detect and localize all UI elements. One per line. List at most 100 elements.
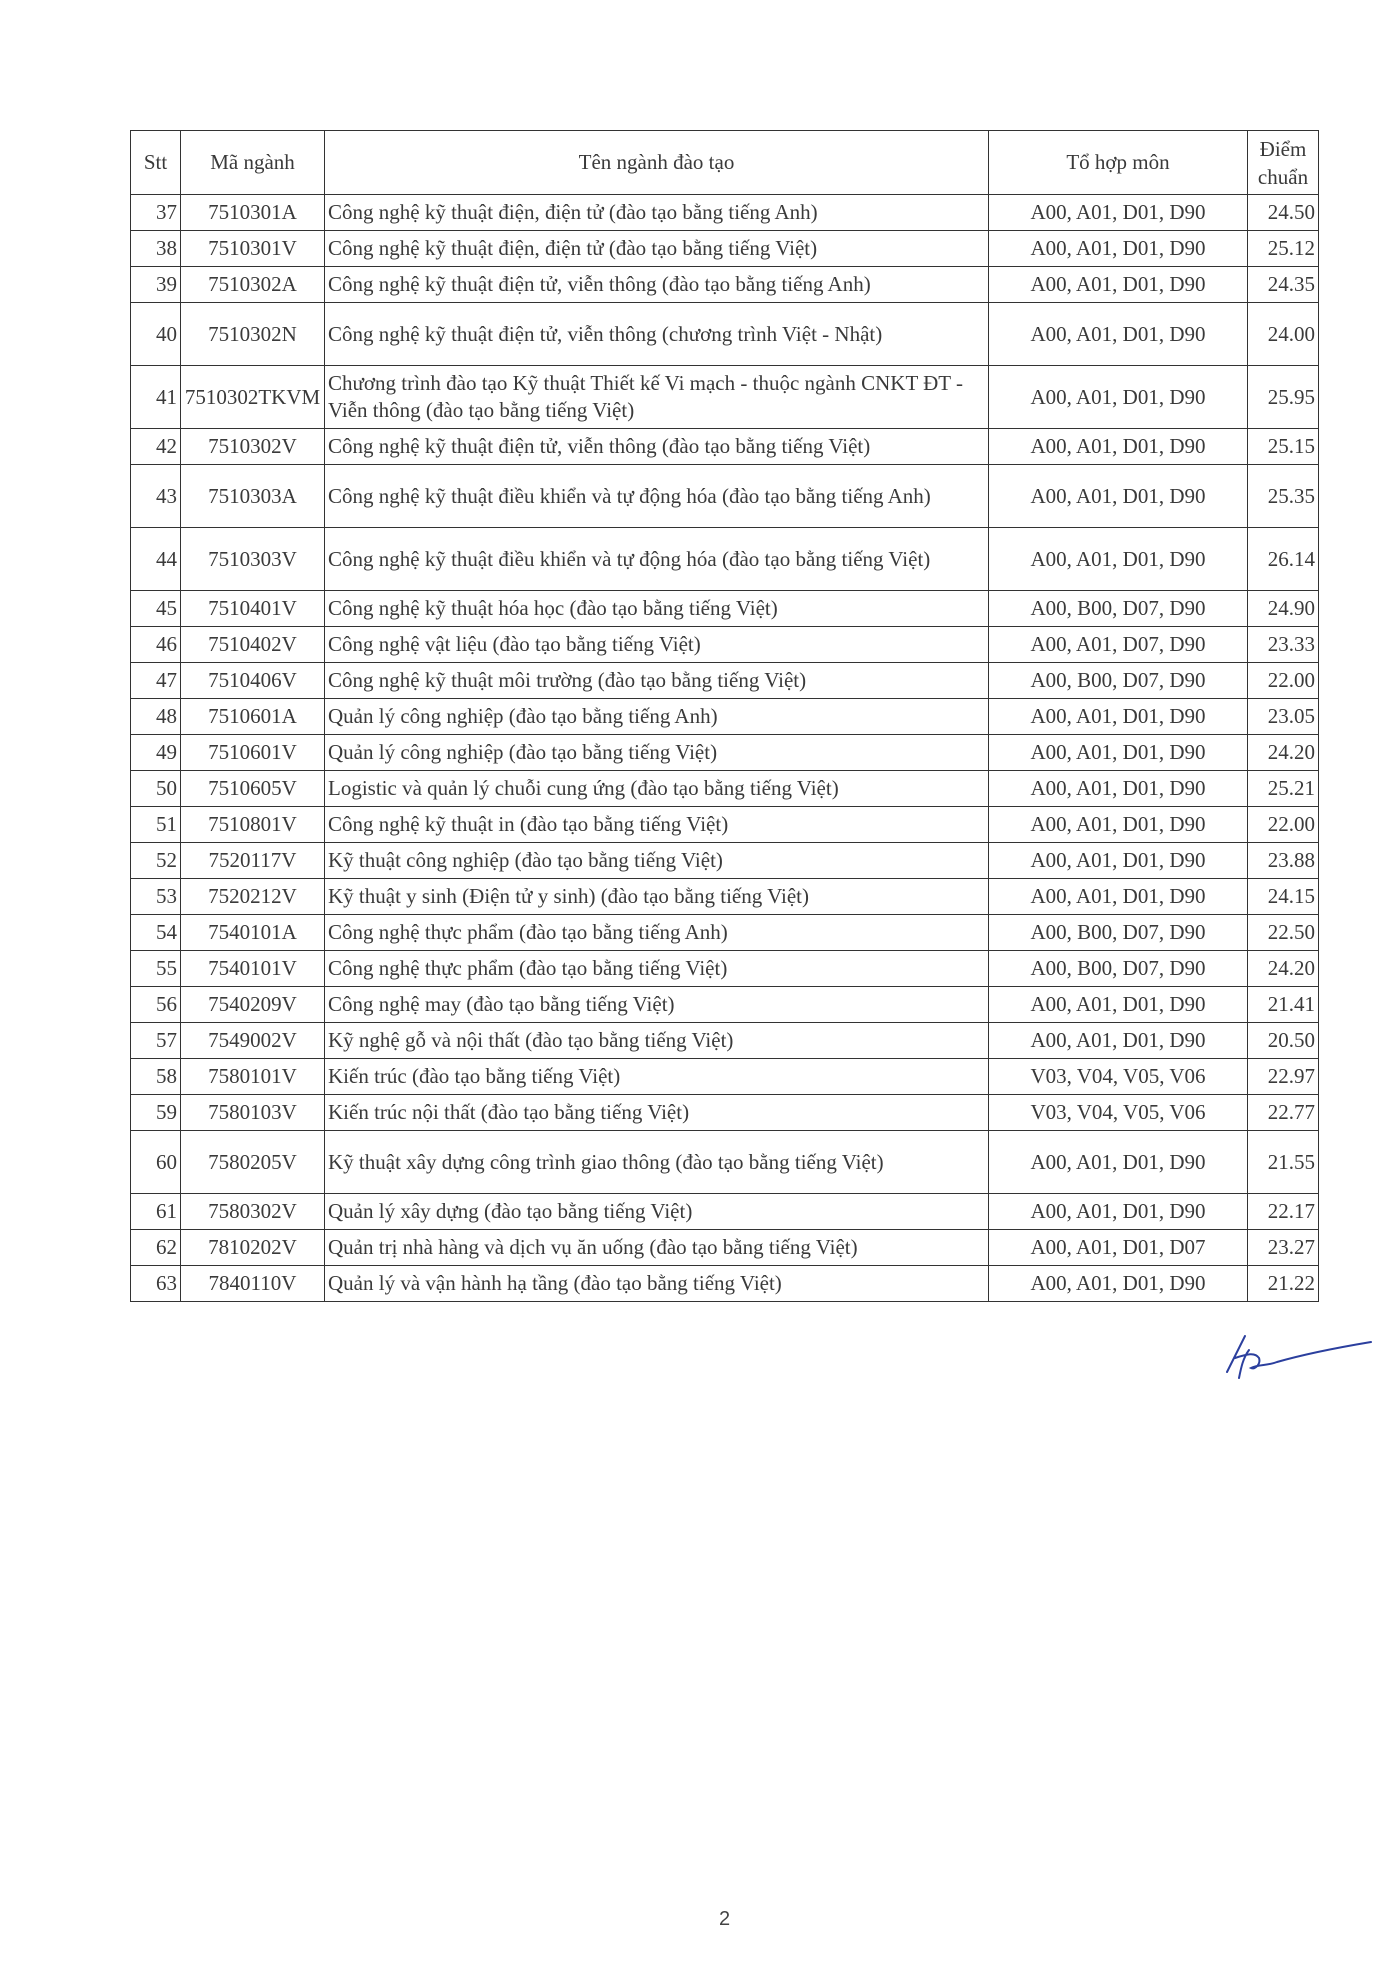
cell-combo: A00, A01, D01, D90 bbox=[988, 428, 1248, 465]
cell-stt: 50 bbox=[130, 770, 181, 807]
cell-combo: A00, A01, D01, D90 bbox=[988, 734, 1248, 771]
cell-name: Kỹ thuật công nghiệp (đào tạo bằng tiếng… bbox=[324, 842, 989, 879]
table-row: 56 7540209V Công nghệ may (đào tạo bằng ti… bbox=[130, 986, 1319, 1023]
table-row: 45 7510401V Công nghệ kỹ thuật hóa học (đà… bbox=[130, 590, 1319, 627]
table-row: 51 7510801V Công nghệ kỹ thuật in (đào tạo… bbox=[130, 806, 1319, 843]
cell-stt: 46 bbox=[130, 626, 181, 663]
cell-code: 7510302A bbox=[180, 266, 325, 303]
cell-name: Công nghệ kỹ thuật điện tử, viễn thông (… bbox=[324, 428, 989, 465]
cell-combo: A00, A01, D01, D90 bbox=[988, 266, 1248, 303]
table-row: 44 7510303V Công nghệ kỹ thuật điều khiển … bbox=[130, 527, 1319, 591]
cell-score: 24.90 bbox=[1247, 590, 1319, 627]
header-code: Mã ngành bbox=[180, 130, 325, 195]
cell-name: Công nghệ kỹ thuật điều khiển và tự động… bbox=[324, 464, 989, 528]
table-row: 50 7510605V Logistic và quản lý chuỗi cung… bbox=[130, 770, 1319, 807]
cell-stt: 62 bbox=[130, 1229, 181, 1266]
cell-score: 24.20 bbox=[1247, 950, 1319, 987]
cell-code: 7510302TKVM bbox=[180, 365, 325, 429]
cell-name: Chương trình đào tạo Kỹ thuật Thiết kế V… bbox=[324, 365, 989, 429]
cell-name: Công nghệ kỹ thuật hóa học (đào tạo bằng… bbox=[324, 590, 989, 627]
cell-score: 25.35 bbox=[1247, 464, 1319, 528]
cell-score: 24.50 bbox=[1247, 194, 1319, 231]
cell-score: 22.97 bbox=[1247, 1058, 1319, 1095]
cell-combo: A00, A01, D01, D90 bbox=[988, 770, 1248, 807]
cell-code: 7580302V bbox=[180, 1193, 325, 1230]
cell-score: 22.17 bbox=[1247, 1193, 1319, 1230]
cell-combo: A00, A01, D07, D90 bbox=[988, 626, 1248, 663]
cell-code: 7580101V bbox=[180, 1058, 325, 1095]
cell-name: Công nghệ vật liệu (đào tạo bằng tiếng V… bbox=[324, 626, 989, 663]
cell-code: 7510601V bbox=[180, 734, 325, 771]
table-body: 37 7510301A Công nghệ kỹ thuật điện, điện … bbox=[130, 194, 1319, 1302]
cell-name: Công nghệ kỹ thuật môi trường (đào tạo b… bbox=[324, 662, 989, 699]
cell-combo: A00, B00, D07, D90 bbox=[988, 914, 1248, 951]
cell-code: 7510302N bbox=[180, 302, 325, 366]
cell-score: 20.50 bbox=[1247, 1022, 1319, 1059]
cell-code: 7510303A bbox=[180, 464, 325, 528]
header-name: Tên ngành đào tạo bbox=[324, 130, 989, 195]
table-row: 47 7510406V Công nghệ kỹ thuật môi trường … bbox=[130, 662, 1319, 699]
cell-combo: A00, A01, D01, D90 bbox=[988, 464, 1248, 528]
cell-combo: A00, A01, D01, D90 bbox=[988, 230, 1248, 267]
table-row: 59 7580103V Kiến trúc nội thất (đào tạo bằ… bbox=[130, 1094, 1319, 1131]
cell-name: Quản lý và vận hành hạ tầng (đào tạo bằn… bbox=[324, 1265, 989, 1302]
cell-combo: V03, V04, V05, V06 bbox=[988, 1094, 1248, 1131]
page-number: 2 bbox=[719, 1908, 731, 1930]
cell-combo: A00, A01, D01, D90 bbox=[988, 1022, 1248, 1059]
table-row: 38 7510301V Công nghệ kỹ thuật điện, điện … bbox=[130, 230, 1319, 267]
cell-name: Kỹ thuật y sinh (Điện tử y sinh) (đào tạ… bbox=[324, 878, 989, 915]
cell-combo: A00, B00, D07, D90 bbox=[988, 590, 1248, 627]
signature-icon bbox=[1226, 1335, 1372, 1379]
cell-stt: 53 bbox=[130, 878, 181, 915]
cell-name: Công nghệ kỹ thuật điện tử, viễn thông (… bbox=[324, 266, 989, 303]
table-row: 57 7549002V Kỹ nghệ gỗ và nội thất (đào tạ… bbox=[130, 1022, 1319, 1059]
cell-stt: 38 bbox=[130, 230, 181, 267]
cell-combo: A00, A01, D01, D90 bbox=[988, 806, 1248, 843]
cell-combo: A00, A01, D01, D90 bbox=[988, 1193, 1248, 1230]
table-row: 60 7580205V Kỹ thuật xây dựng công trình g… bbox=[130, 1130, 1319, 1194]
cell-stt: 52 bbox=[130, 842, 181, 879]
table-row: 63 7840110V Quản lý và vận hành hạ tầng (đ… bbox=[130, 1265, 1319, 1302]
cell-combo: A00, A01, D01, D90 bbox=[988, 527, 1248, 591]
cell-name: Công nghệ kỹ thuật in (đào tạo bằng tiến… bbox=[324, 806, 989, 843]
table-row: 39 7510302A Công nghệ kỹ thuật điện tử, vi… bbox=[130, 266, 1319, 303]
cell-code: 7580205V bbox=[180, 1130, 325, 1194]
cell-code: 7840110V bbox=[180, 1265, 325, 1302]
cell-stt: 60 bbox=[130, 1130, 181, 1194]
table-row: 43 7510303A Công nghệ kỹ thuật điều khiển … bbox=[130, 464, 1319, 528]
cell-name: Quản trị nhà hàng và dịch vụ ăn uống (đà… bbox=[324, 1229, 989, 1266]
cell-code: 7540209V bbox=[180, 986, 325, 1023]
cell-code: 7520117V bbox=[180, 842, 325, 879]
cell-code: 7510401V bbox=[180, 590, 325, 627]
cell-name: Công nghệ may (đào tạo bằng tiếng Việt) bbox=[324, 986, 989, 1023]
cell-stt: 48 bbox=[130, 698, 181, 735]
cell-stt: 42 bbox=[130, 428, 181, 465]
cell-stt: 43 bbox=[130, 464, 181, 528]
cell-score: 24.35 bbox=[1247, 266, 1319, 303]
admission-scores-table: Stt Mã ngành Tên ngành đào tạo Tổ hợp mô… bbox=[130, 130, 1319, 1302]
cell-score: 23.88 bbox=[1247, 842, 1319, 879]
table-row: 55 7540101V Công nghệ thực phẩm (đào tạo b… bbox=[130, 950, 1319, 987]
cell-stt: 51 bbox=[130, 806, 181, 843]
cell-code: 7510605V bbox=[180, 770, 325, 807]
table-row: 54 7540101A Công nghệ thực phẩm (đào tạo b… bbox=[130, 914, 1319, 951]
table-row: 40 7510302N Công nghệ kỹ thuật điện tử, vi… bbox=[130, 302, 1319, 366]
cell-score: 21.22 bbox=[1247, 1265, 1319, 1302]
cell-code: 7520212V bbox=[180, 878, 325, 915]
table-row: 46 7510402V Công nghệ vật liệu (đào tạo bằ… bbox=[130, 626, 1319, 663]
cell-combo: A00, A01, D01, D90 bbox=[988, 302, 1248, 366]
cell-name: Công nghệ kỹ thuật điện, điện tử (đào tạ… bbox=[324, 230, 989, 267]
cell-name: Công nghệ kỹ thuật điện tử, viễn thông (… bbox=[324, 302, 989, 366]
cell-name: Quản lý công nghiệp (đào tạo bằng tiếng … bbox=[324, 734, 989, 771]
cell-score: 22.00 bbox=[1247, 662, 1319, 699]
cell-code: 7549002V bbox=[180, 1022, 325, 1059]
cell-combo: A00, B00, D07, D90 bbox=[988, 662, 1248, 699]
cell-score: 26.14 bbox=[1247, 527, 1319, 591]
cell-stt: 39 bbox=[130, 266, 181, 303]
cell-combo: A00, A01, D01, D90 bbox=[988, 1130, 1248, 1194]
cell-score: 22.50 bbox=[1247, 914, 1319, 951]
cell-code: 7540101V bbox=[180, 950, 325, 987]
cell-stt: 59 bbox=[130, 1094, 181, 1131]
table-row: 58 7580101V Kiến trúc (đào tạo bằng tiếng … bbox=[130, 1058, 1319, 1095]
table-row: 41 7510302TKVM Chương trình đào tạo Kỹ thu… bbox=[130, 365, 1319, 429]
